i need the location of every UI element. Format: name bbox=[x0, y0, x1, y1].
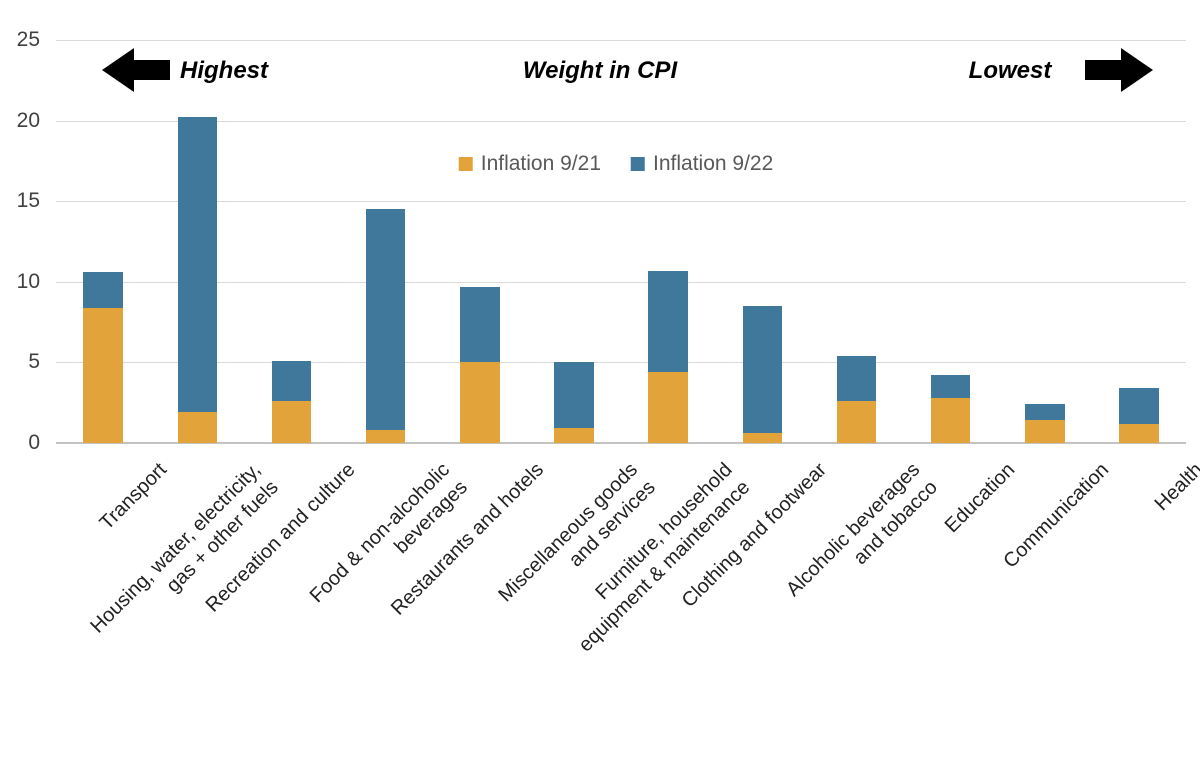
bar-stack bbox=[271, 360, 312, 443]
gridline bbox=[56, 40, 1186, 41]
bar-stack bbox=[1025, 404, 1065, 443]
bar-segment-inflation-9-21 bbox=[365, 430, 406, 443]
gridline bbox=[56, 362, 1186, 364]
arrow-left-shaft bbox=[132, 60, 170, 80]
legend-label-inflation-9-22: Inflation 9/22 bbox=[653, 152, 774, 175]
y-axis-tick-label: 5 bbox=[28, 350, 40, 374]
x-axis-line bbox=[56, 442, 1186, 444]
gridline bbox=[56, 281, 1186, 283]
bar-segment-inflation-9-22 bbox=[742, 305, 782, 434]
bar-stack bbox=[1119, 388, 1159, 443]
y-axis-tick-label: 20 bbox=[16, 108, 40, 132]
bar-stack bbox=[930, 375, 971, 443]
annotation-highest: Highest bbox=[180, 57, 269, 84]
gridline bbox=[56, 201, 1186, 203]
bar-segment-inflation-9-21 bbox=[836, 401, 877, 443]
gridline bbox=[56, 120, 1186, 122]
bar-segment-inflation-9-21 bbox=[177, 412, 217, 443]
bar-segment-inflation-9-22 bbox=[83, 272, 123, 308]
bar-stack bbox=[554, 362, 594, 443]
bar-segment-inflation-9-21 bbox=[1119, 423, 1159, 443]
bar-segment-inflation-9-22 bbox=[365, 209, 406, 431]
bar-segment-inflation-9-21 bbox=[460, 362, 500, 443]
bar-segment-inflation-9-21 bbox=[742, 433, 782, 443]
bar-segment-inflation-9-22 bbox=[177, 117, 217, 413]
bar-segment-inflation-9-22 bbox=[930, 375, 971, 398]
bar-segment-inflation-9-22 bbox=[836, 355, 877, 402]
arrow-left-head bbox=[102, 48, 134, 92]
legend-item-inflation-9-22: Inflation 9/22 bbox=[631, 152, 773, 176]
legend: Inflation 9/21 Inflation 9/22 bbox=[458, 152, 773, 176]
bar-segment-inflation-9-21 bbox=[271, 401, 312, 443]
x-axis-category-label: Alcoholic beverages and tobacco bbox=[782, 458, 943, 601]
bar-segment-inflation-9-21 bbox=[1025, 420, 1065, 443]
bar-segment-inflation-9-22 bbox=[648, 270, 688, 373]
bar-segment-inflation-9-22 bbox=[1119, 388, 1159, 424]
bar-segment-inflation-9-22 bbox=[460, 286, 500, 363]
x-axis-category-label: Communication bbox=[999, 458, 1114, 573]
bar-stack bbox=[742, 305, 782, 443]
bar-stack bbox=[648, 270, 688, 443]
bar-segment-inflation-9-21 bbox=[83, 307, 123, 443]
legend-label-inflation-9-21: Inflation 9/21 bbox=[480, 152, 601, 175]
y-axis-tick-label: 0 bbox=[28, 431, 40, 454]
bar-segment-inflation-9-22 bbox=[1025, 404, 1065, 421]
annotation-weight-in-cpi: Weight in CPI bbox=[522, 57, 678, 84]
bar-segment-inflation-9-21 bbox=[554, 428, 594, 443]
arrow-right-icon bbox=[1085, 48, 1153, 92]
arrow-left-icon bbox=[102, 48, 170, 92]
y-axis-tick-label: 10 bbox=[16, 269, 40, 293]
bar-stack bbox=[83, 272, 123, 443]
legend-swatch-inflation-9-21 bbox=[458, 157, 473, 171]
bar-segment-inflation-9-22 bbox=[554, 362, 594, 429]
legend-swatch-inflation-9-22 bbox=[631, 157, 645, 171]
y-axis-tick-label: 15 bbox=[16, 189, 40, 213]
arrow-right-head bbox=[1121, 48, 1153, 92]
y-axis-tick-label: 25 bbox=[16, 28, 40, 51]
bar-segment-inflation-9-21 bbox=[930, 397, 971, 443]
bar-segment-inflation-9-22 bbox=[271, 360, 312, 402]
legend-item-inflation-9-21: Inflation 9/21 bbox=[458, 152, 601, 176]
bar-stack bbox=[836, 355, 877, 443]
bar-stack bbox=[460, 286, 500, 443]
x-axis-category-label: Health bbox=[1150, 458, 1200, 516]
bar-segment-inflation-9-21 bbox=[648, 372, 688, 443]
bar-stack bbox=[177, 117, 217, 443]
arrow-right-shaft bbox=[1085, 60, 1123, 80]
bar-stack bbox=[365, 209, 406, 443]
annotation-lowest: Lowest bbox=[968, 57, 1052, 84]
